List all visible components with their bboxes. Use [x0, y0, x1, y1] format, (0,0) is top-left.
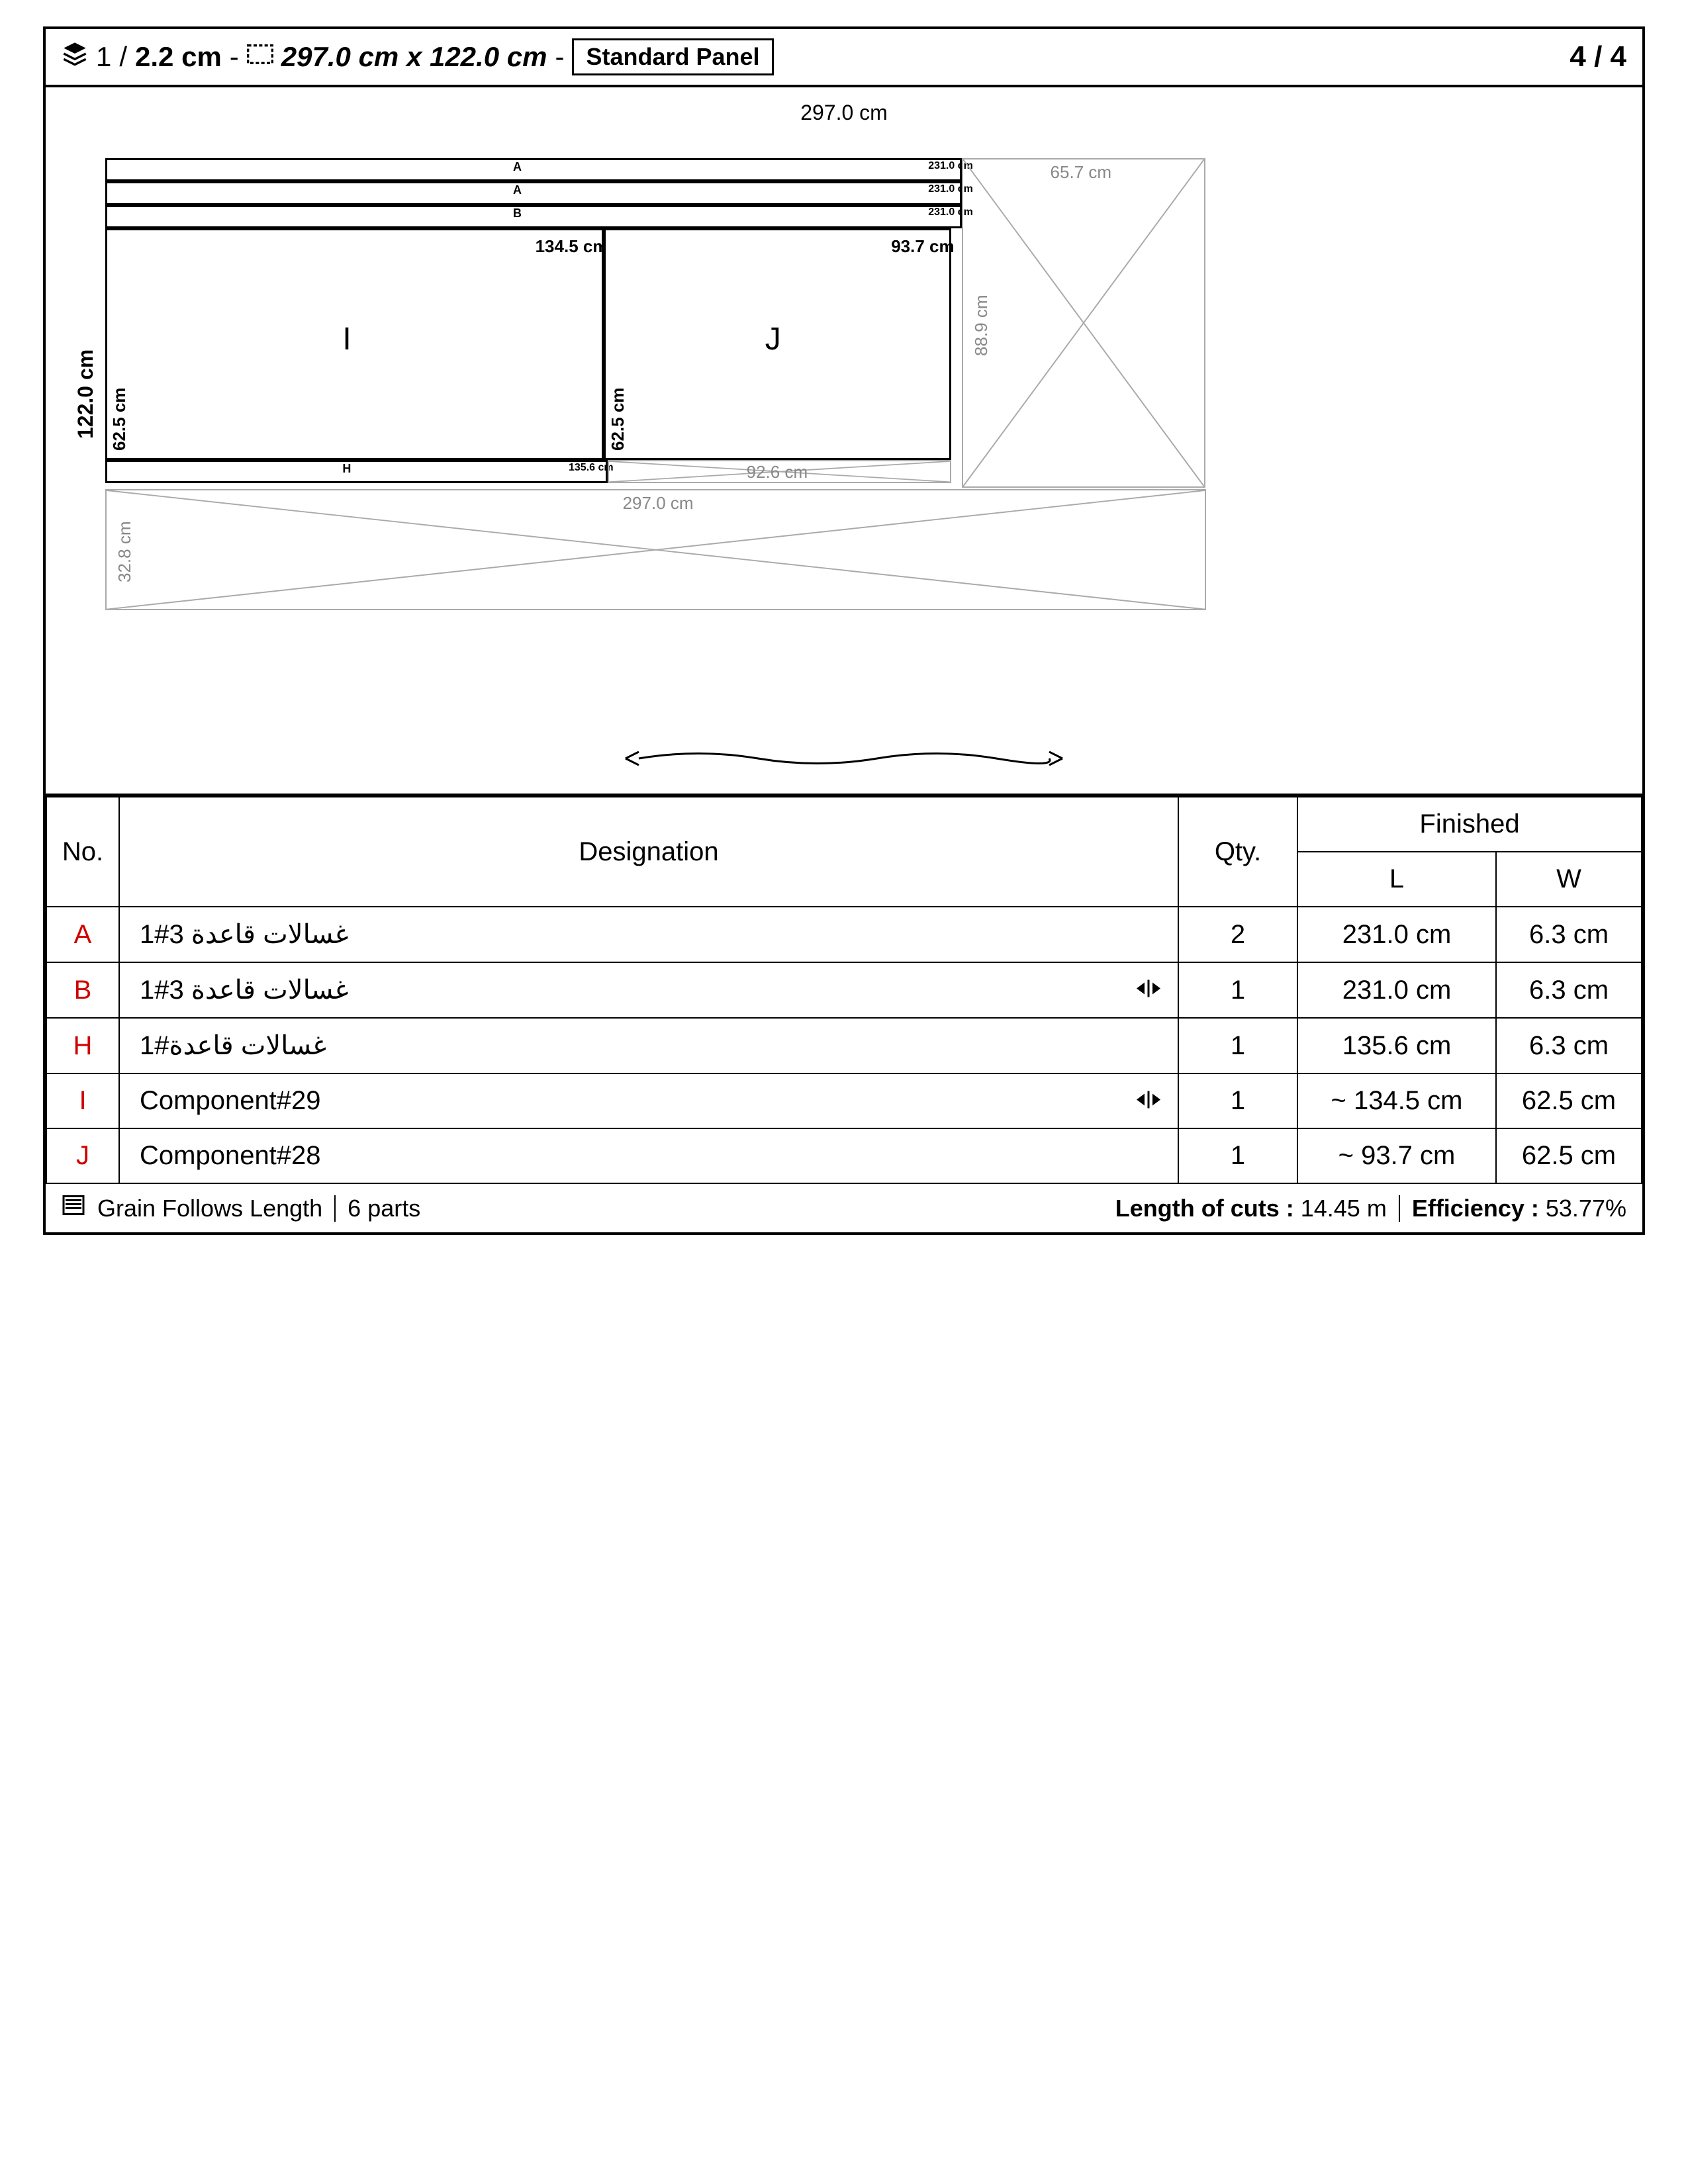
dim-label: 93.7 cm: [891, 236, 954, 257]
cell-qty: 1: [1178, 1018, 1297, 1073]
designation-text: غسالات قاعدة 3#1: [140, 976, 348, 1005]
waste-top-label: 65.7 cm: [1051, 162, 1112, 183]
diagram-area: 297.0 cm 122.0 cmA231.0 cmA231.0 cmB231.…: [46, 87, 1642, 796]
col-designation: Designation: [119, 797, 1178, 907]
piece-A: [105, 158, 962, 181]
cell-L: 231.0 cm: [1297, 962, 1496, 1018]
cell-designation: Component#28: [119, 1128, 1178, 1183]
sheet-icon: [247, 41, 273, 73]
dim-label: 62.5 cm: [109, 388, 130, 451]
cell-no: B: [46, 962, 119, 1018]
waste-region: [962, 158, 1205, 488]
piece-B: [105, 205, 962, 228]
cell-designation: غسالات قاعدة 3#1: [119, 907, 1178, 962]
waste-side-label: 32.8 cm: [115, 522, 135, 583]
cell-no: J: [46, 1128, 119, 1183]
table-row: A غسالات قاعدة 3#1 2 231.0 cm 6.3 cm: [46, 907, 1642, 962]
cell-L: 231.0 cm: [1297, 907, 1496, 962]
col-no: No.: [46, 797, 119, 907]
designation-text: غسالات قاعدة 3#1: [140, 920, 348, 949]
cell-L: ~ 134.5 cm: [1297, 1073, 1496, 1128]
grain-icon: [62, 1193, 85, 1223]
piece-label: J: [765, 321, 781, 357]
table-row: I Component#29 1 ~ 134.5 cm 62.5 cm: [46, 1073, 1642, 1128]
waste-top-label: 297.0 cm: [623, 493, 694, 514]
parts-table-head: No. Designation Qty. Finished L W: [46, 797, 1642, 907]
cell-no: I: [46, 1073, 119, 1128]
cuts-label: Length of cuts :: [1115, 1195, 1294, 1222]
col-L: L: [1297, 852, 1496, 907]
header-left: 1 / 2.2 cm - 297.0 cm x 122.0 cm - Stand…: [62, 38, 774, 75]
piece-H: [105, 460, 608, 483]
page-frame: 1 / 2.2 cm - 297.0 cm x 122.0 cm - Stand…: [43, 26, 1645, 1235]
piece-label: H: [342, 462, 351, 476]
dim-label: 135.6 cm: [569, 462, 614, 474]
thickness: 2.2 cm: [135, 41, 222, 73]
cuts-value: 14.45 m: [1301, 1195, 1387, 1222]
dash-1: -: [230, 41, 239, 73]
footer-right: Length of cuts : 14.45 m Efficiency : 53…: [1115, 1195, 1626, 1222]
layout-wrapper: 122.0 cmA231.0 cmA231.0 cmB231.0 cmI134.…: [66, 132, 1622, 780]
cell-qty: 1: [1178, 1128, 1297, 1183]
col-qty: Qty.: [1178, 797, 1297, 907]
sheet-size: 297.0 cm x 122.0 cm: [281, 41, 547, 73]
cell-L: ~ 93.7 cm: [1297, 1128, 1496, 1183]
eff-value: 53.77%: [1546, 1195, 1626, 1222]
designation-text: Component#29: [140, 1086, 321, 1115]
piece-label: B: [513, 206, 522, 220]
waste-center-label: 92.6 cm: [747, 462, 808, 482]
eff-label: Efficiency :: [1412, 1195, 1539, 1222]
cell-designation: غسالات قاعدة#1: [119, 1018, 1178, 1073]
cell-L: 135.6 cm: [1297, 1018, 1496, 1073]
dash-2: -: [555, 41, 564, 73]
parts-text: 6 parts: [348, 1195, 420, 1222]
grain-arrow-icon: [619, 745, 1069, 775]
cell-qty: 1: [1178, 962, 1297, 1018]
waste-side-label: 88.9 cm: [971, 295, 992, 356]
table-row: H غسالات قاعدة#1 1 135.6 cm 6.3 cm: [46, 1018, 1642, 1073]
col-W: W: [1496, 852, 1642, 907]
cell-W: 62.5 cm: [1496, 1073, 1642, 1128]
piece-label: I: [342, 321, 351, 357]
footer-sep-2: [1399, 1195, 1400, 1222]
cell-no: A: [46, 907, 119, 962]
footer-bar: Grain Follows Length 6 parts Length of c…: [46, 1184, 1642, 1232]
dim-label: 134.5 cm: [536, 236, 608, 257]
cell-W: 62.5 cm: [1496, 1128, 1642, 1183]
piece-I: [105, 228, 604, 460]
footer-left: Grain Follows Length 6 parts: [62, 1193, 420, 1223]
cell-W: 6.3 cm: [1496, 962, 1642, 1018]
cell-qty: 1: [1178, 1073, 1297, 1128]
sep-1: /: [119, 41, 127, 73]
page-number: 4 / 4: [1570, 40, 1626, 73]
cell-no: H: [46, 1018, 119, 1073]
table-row: B غسالات قاعدة 3#1 1 231.0 cm 6.3 cm: [46, 962, 1642, 1018]
cell-W: 6.3 cm: [1496, 907, 1642, 962]
sheet-left-label: 122.0 cm: [73, 349, 98, 438]
stack-count: 1: [96, 41, 111, 73]
designation-text: Component#28: [140, 1141, 321, 1170]
panel-tag: Standard Panel: [572, 38, 773, 75]
col-finished: Finished: [1297, 797, 1642, 852]
grain-text: Grain Follows Length: [97, 1195, 322, 1222]
sheet-top-label: 297.0 cm: [66, 101, 1622, 125]
designation-text: غسالات قاعدة#1: [140, 1031, 326, 1060]
parts-table: No. Designation Qty. Finished L W A غسال…: [46, 796, 1642, 1184]
footer-sep-1: [334, 1195, 336, 1222]
flip-icon: [1135, 1086, 1162, 1116]
cell-designation: Component#29: [119, 1073, 1178, 1128]
parts-table-body: A غسالات قاعدة 3#1 2 231.0 cm 6.3 cm B غ…: [46, 907, 1642, 1183]
cell-designation: غسالات قاعدة 3#1: [119, 962, 1178, 1018]
piece-A: [105, 181, 962, 205]
piece-label: A: [513, 183, 522, 197]
dim-label: 62.5 cm: [608, 388, 628, 451]
cell-W: 6.3 cm: [1496, 1018, 1642, 1073]
stack-icon: [62, 40, 88, 73]
piece-label: A: [513, 160, 522, 174]
cell-qty: 2: [1178, 907, 1297, 962]
table-row: J Component#28 1 ~ 93.7 cm 62.5 cm: [46, 1128, 1642, 1183]
flip-icon: [1135, 976, 1162, 1005]
header-bar: 1 / 2.2 cm - 297.0 cm x 122.0 cm - Stand…: [46, 29, 1642, 87]
